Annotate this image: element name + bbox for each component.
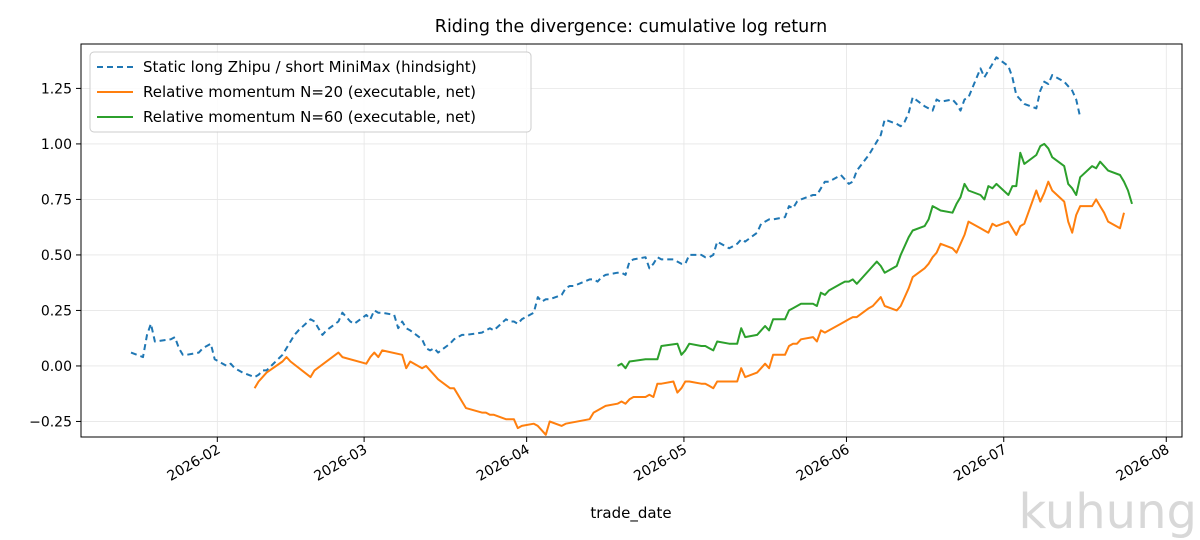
y-tick-label: 1.00 (41, 137, 72, 153)
y-tick-label: −0.25 (29, 414, 72, 430)
watermark: kuhung (1019, 484, 1197, 540)
x-tick-label: 2026-07 (951, 442, 1010, 485)
legend: Static long Zhipu / short MiniMax (hinds… (89, 51, 532, 133)
legend-label: Relative momentum N=20 (executable, net) (143, 83, 476, 101)
y-axis: −0.25 0.00 0.25 0.50 0.75 1.00 1.25 (29, 81, 81, 430)
x-tick-label: 2026-05 (631, 442, 690, 485)
chart-title: Riding the divergence: cumulative log re… (435, 17, 827, 37)
y-tick-label: 0.75 (41, 192, 72, 208)
x-tick-label: 2026-06 (794, 442, 853, 485)
x-axis-label: trade_date (590, 504, 671, 523)
x-tick-label: 2026-04 (474, 442, 533, 485)
y-tick-label: 1.25 (41, 81, 72, 97)
series-line-1 (130, 56, 1082, 379)
y-tick-label: 0.00 (41, 359, 72, 375)
grid (81, 44, 1182, 437)
series-line-3 (617, 142, 1133, 370)
x-axis: 2026-02 2026-03 2026-04 2026-05 2026-06 2026-… (165, 437, 1173, 485)
y-tick-label: 0.25 (41, 303, 72, 319)
legend-label: Relative momentum N=60 (executable, net) (143, 108, 476, 126)
legend-box (89, 51, 532, 133)
y-tick-label: 0.50 (41, 248, 72, 264)
x-tick-label: 2026-03 (311, 442, 370, 485)
x-tick-label: 2026-08 (1114, 442, 1173, 485)
x-tick-label: 2026-02 (165, 442, 224, 485)
series-line-2 (253, 180, 1125, 436)
plot-frame (80, 43, 1183, 438)
plot-lines (130, 56, 1133, 436)
legend-label: Static long Zhipu / short MiniMax (hinds… (143, 58, 477, 76)
